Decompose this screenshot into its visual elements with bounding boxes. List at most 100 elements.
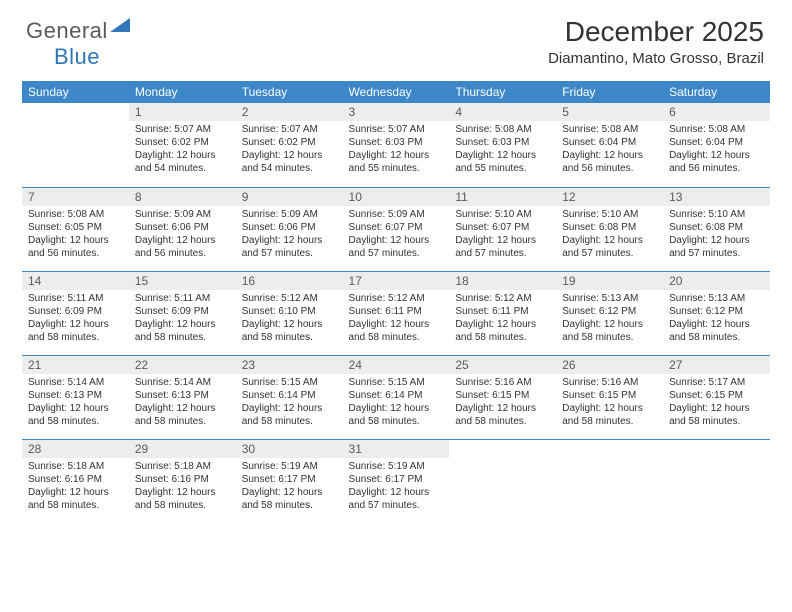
daylight-text: Daylight: 12 hours	[242, 149, 337, 162]
daylight-text: and 57 minutes.	[349, 247, 444, 260]
sunset-text: Sunset: 6:07 PM	[349, 221, 444, 234]
calendar-row: 28Sunrise: 5:18 AMSunset: 6:16 PMDayligh…	[22, 439, 770, 523]
daylight-text: and 54 minutes.	[135, 162, 230, 175]
daylight-text: Daylight: 12 hours	[669, 318, 764, 331]
sunset-text: Sunset: 6:12 PM	[562, 305, 657, 318]
calendar-cell: 2Sunrise: 5:07 AMSunset: 6:02 PMDaylight…	[236, 103, 343, 187]
day-details: Sunrise: 5:09 AMSunset: 6:07 PMDaylight:…	[343, 206, 450, 264]
daylight-text: and 58 minutes.	[349, 331, 444, 344]
daylight-text: Daylight: 12 hours	[242, 402, 337, 415]
day-details: Sunrise: 5:14 AMSunset: 6:13 PMDaylight:…	[22, 374, 129, 432]
day-number: 6	[663, 103, 770, 121]
day-details: Sunrise: 5:09 AMSunset: 6:06 PMDaylight:…	[129, 206, 236, 264]
calendar-cell: 31Sunrise: 5:19 AMSunset: 6:17 PMDayligh…	[343, 439, 450, 523]
daylight-text: Daylight: 12 hours	[242, 486, 337, 499]
day-number: 20	[663, 272, 770, 290]
day-number: 26	[556, 356, 663, 374]
day-details: Sunrise: 5:18 AMSunset: 6:16 PMDaylight:…	[129, 458, 236, 516]
sunrise-text: Sunrise: 5:07 AM	[135, 123, 230, 136]
sunset-text: Sunset: 6:10 PM	[242, 305, 337, 318]
sunrise-text: Sunrise: 5:10 AM	[455, 208, 550, 221]
daylight-text: Daylight: 12 hours	[135, 318, 230, 331]
sunrise-text: Sunrise: 5:13 AM	[669, 292, 764, 305]
day-details: Sunrise: 5:10 AMSunset: 6:08 PMDaylight:…	[663, 206, 770, 264]
sunset-text: Sunset: 6:15 PM	[562, 389, 657, 402]
weekday-header-row: Sunday Monday Tuesday Wednesday Thursday…	[22, 81, 770, 103]
day-number: 31	[343, 440, 450, 458]
daylight-text: Daylight: 12 hours	[349, 402, 444, 415]
daylight-text: and 55 minutes.	[455, 162, 550, 175]
sunrise-text: Sunrise: 5:14 AM	[135, 376, 230, 389]
day-number: 24	[343, 356, 450, 374]
day-number: 14	[22, 272, 129, 290]
daylight-text: Daylight: 12 hours	[242, 234, 337, 247]
sunrise-text: Sunrise: 5:09 AM	[135, 208, 230, 221]
day-details: Sunrise: 5:16 AMSunset: 6:15 PMDaylight:…	[449, 374, 556, 432]
day-details: Sunrise: 5:18 AMSunset: 6:16 PMDaylight:…	[22, 458, 129, 516]
sunset-text: Sunset: 6:12 PM	[669, 305, 764, 318]
daylight-text: and 58 minutes.	[242, 499, 337, 512]
sunset-text: Sunset: 6:04 PM	[562, 136, 657, 149]
day-details: Sunrise: 5:08 AMSunset: 6:04 PMDaylight:…	[663, 121, 770, 179]
sunrise-text: Sunrise: 5:12 AM	[349, 292, 444, 305]
calendar-cell: 20 Sunrise: 5:13 AMSunset: 6:12 PMDayligh…	[663, 271, 770, 355]
calendar-row: 21Sunrise: 5:14 AMSunset: 6:13 PMDayligh…	[22, 355, 770, 439]
daylight-text: and 54 minutes.	[242, 162, 337, 175]
daylight-text: and 56 minutes.	[669, 162, 764, 175]
calendar-cell: 13Sunrise: 5:10 AMSunset: 6:08 PMDayligh…	[663, 187, 770, 271]
day-details: Sunrise: 5:12 AMSunset: 6:11 PMDaylight:…	[343, 290, 450, 348]
header: December 2025 Diamantino, Mato Grosso, B…	[22, 16, 770, 67]
day-details: Sunrise: 5:13 AMSunset: 6:12 PMDaylight:…	[556, 290, 663, 348]
daylight-text: Daylight: 12 hours	[562, 318, 657, 331]
day-number: 10	[343, 188, 450, 206]
day-details: Sunrise: 5:15 AMSunset: 6:14 PMDaylight:…	[236, 374, 343, 432]
weekday-wednesday: Wednesday	[343, 81, 450, 103]
daylight-text: and 58 minutes.	[135, 415, 230, 428]
day-details: Sunrise: 5:10 AMSunset: 6:08 PMDaylight:…	[556, 206, 663, 264]
daylight-text: and 56 minutes.	[135, 247, 230, 260]
calendar-cell: 6Sunrise: 5:08 AMSunset: 6:04 PMDaylight…	[663, 103, 770, 187]
calendar-cell: 30Sunrise: 5:19 AMSunset: 6:17 PMDayligh…	[236, 439, 343, 523]
sunset-text: Sunset: 6:13 PM	[28, 389, 123, 402]
day-details: Sunrise: 5:11 AMSunset: 6:09 PMDaylight:…	[129, 290, 236, 348]
day-number: 12	[556, 188, 663, 206]
daylight-text: and 57 minutes.	[669, 247, 764, 260]
daylight-text: and 56 minutes.	[562, 162, 657, 175]
calendar-cell: 27Sunrise: 5:17 AMSunset: 6:15 PMDayligh…	[663, 355, 770, 439]
calendar-cell: 19Sunrise: 5:13 AMSunset: 6:12 PMDayligh…	[556, 271, 663, 355]
calendar-cell: 4Sunrise: 5:08 AMSunset: 6:03 PMDaylight…	[449, 103, 556, 187]
sunrise-text: Sunrise: 5:16 AM	[455, 376, 550, 389]
day-details: Sunrise: 5:15 AMSunset: 6:14 PMDaylight:…	[343, 374, 450, 432]
calendar-cell: 11Sunrise: 5:10 AMSunset: 6:07 PMDayligh…	[449, 187, 556, 271]
daylight-text: Daylight: 12 hours	[349, 486, 444, 499]
sunrise-text: Sunrise: 5:11 AM	[28, 292, 123, 305]
daylight-text: Daylight: 12 hours	[455, 318, 550, 331]
daylight-text: and 58 minutes.	[669, 415, 764, 428]
calendar-cell: 16Sunrise: 5:12 AMSunset: 6:10 PMDayligh…	[236, 271, 343, 355]
sunset-text: Sunset: 6:08 PM	[562, 221, 657, 234]
daylight-text: and 58 minutes.	[28, 331, 123, 344]
calendar-cell: 3Sunrise: 5:07 AMSunset: 6:03 PMDaylight…	[343, 103, 450, 187]
weekday-sunday: Sunday	[22, 81, 129, 103]
sunset-text: Sunset: 6:14 PM	[349, 389, 444, 402]
day-number: 9	[236, 188, 343, 206]
sunrise-text: Sunrise: 5:18 AM	[28, 460, 123, 473]
day-number: 30	[236, 440, 343, 458]
day-number: 8	[129, 188, 236, 206]
daylight-text: Daylight: 12 hours	[135, 234, 230, 247]
day-number: 2	[236, 103, 343, 121]
day-details: Sunrise: 5:19 AMSunset: 6:17 PMDaylight:…	[343, 458, 450, 516]
day-number: 5	[556, 103, 663, 121]
day-details: Sunrise: 5:12 AMSunset: 6:11 PMDaylight:…	[449, 290, 556, 348]
daylight-text: Daylight: 12 hours	[349, 149, 444, 162]
sunset-text: Sunset: 6:03 PM	[349, 136, 444, 149]
calendar-cell: 15Sunrise: 5:11 AMSunset: 6:09 PMDayligh…	[129, 271, 236, 355]
daylight-text: and 58 minutes.	[455, 331, 550, 344]
sunrise-text: Sunrise: 5:09 AM	[242, 208, 337, 221]
day-number: 27	[663, 356, 770, 374]
logo-triangle-icon	[110, 18, 130, 37]
daylight-text: Daylight: 12 hours	[669, 234, 764, 247]
daylight-text: and 58 minutes.	[562, 331, 657, 344]
sunset-text: Sunset: 6:09 PM	[28, 305, 123, 318]
logo-text-general: General	[26, 18, 108, 43]
